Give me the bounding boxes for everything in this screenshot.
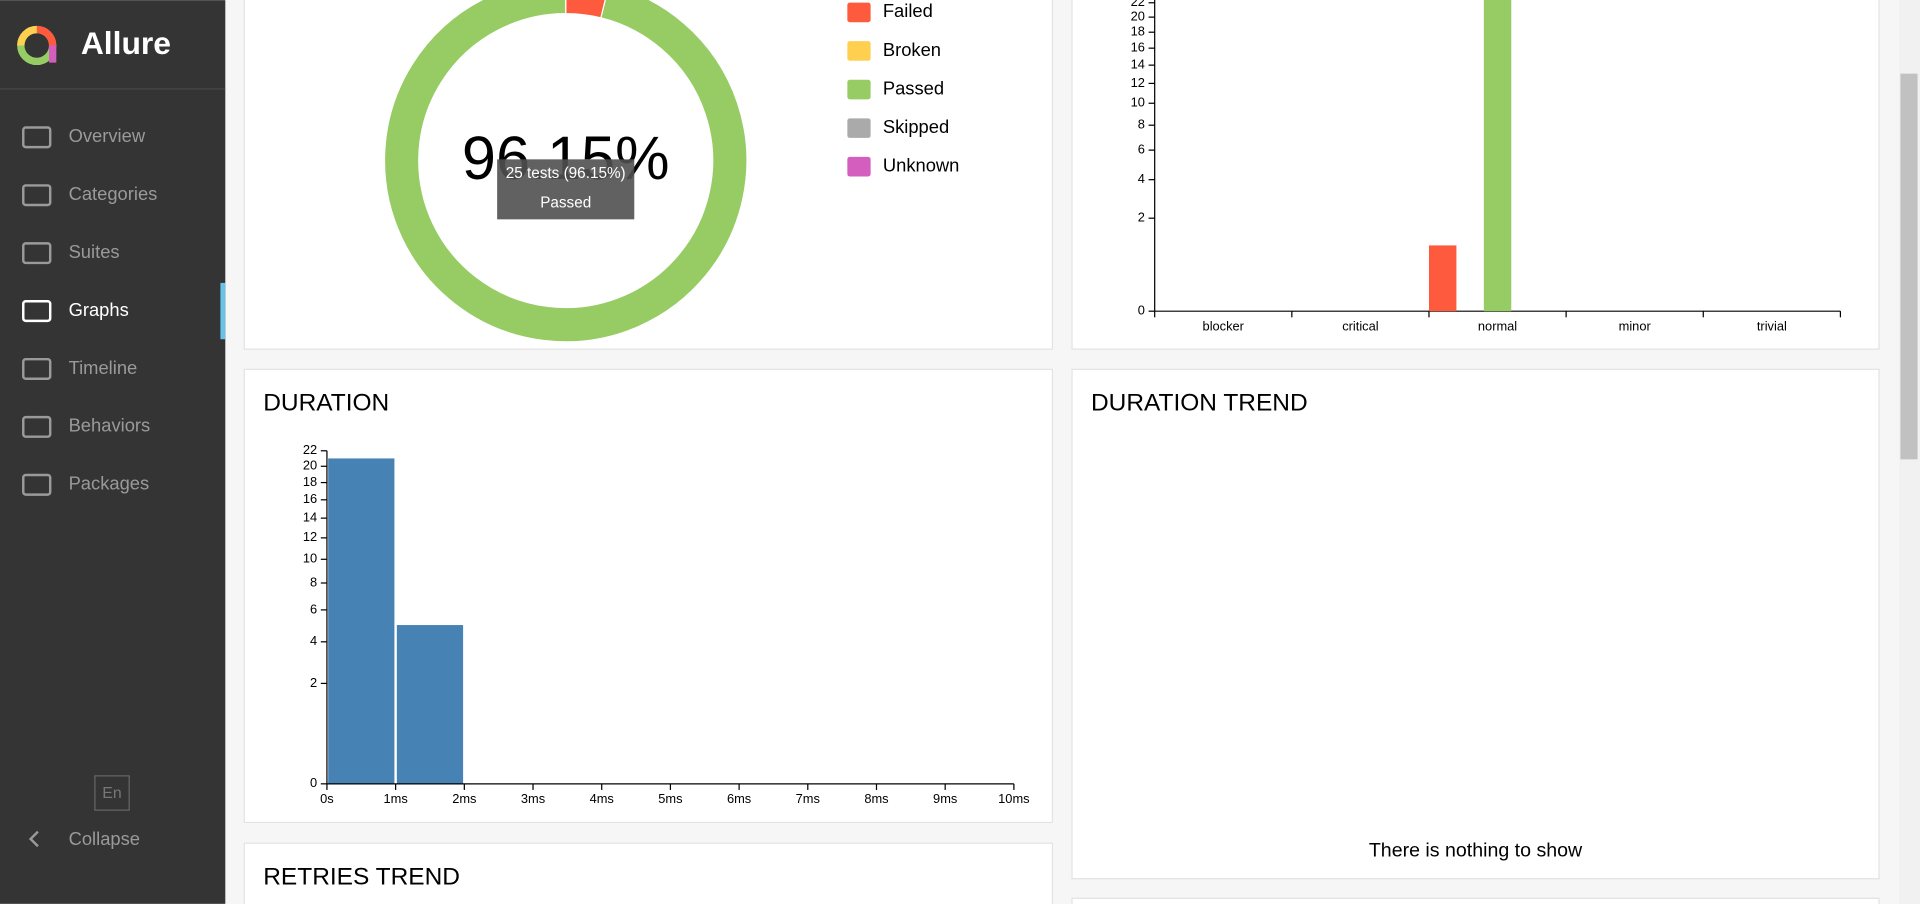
collapse[interactable]: Collapse: [69, 828, 140, 849]
nav-icon[interactable]: [22, 415, 52, 438]
tooltip-text: 25 tests (96.15%): [506, 165, 626, 182]
x-tick-label: trivial: [1757, 318, 1787, 333]
bar[interactable]: [1483, 0, 1512, 312]
nav-item[interactable]: Categories: [69, 183, 158, 204]
severity-panel: [1071, 0, 1880, 350]
nav-item[interactable]: Timeline: [69, 357, 138, 378]
y-tick-label: 0: [1138, 303, 1145, 318]
logo-ring: [36, 25, 57, 46]
nav-icon[interactable]: [22, 242, 52, 265]
x-tick-label: 4ms: [590, 791, 614, 806]
y-tick-label: 2: [1138, 210, 1145, 225]
x-tick-label: minor: [1619, 318, 1652, 333]
y-tick-label: 4: [310, 633, 317, 648]
histogram-bar[interactable]: [328, 458, 395, 784]
panel-title: DURATION: [263, 390, 389, 417]
x-tick-label: normal: [1478, 318, 1517, 333]
y-tick-label: 10: [1131, 95, 1145, 110]
x-tick-label: 3ms: [521, 791, 545, 806]
y-tick-label: 20: [303, 458, 317, 473]
x-tick-label: blocker: [1203, 318, 1245, 333]
legend-swatch[interactable]: [847, 79, 871, 100]
tooltip-label: Passed: [540, 194, 591, 211]
nav-item[interactable]: Overview: [69, 125, 146, 146]
logo-bar: [48, 45, 57, 63]
sidebar: [0, 0, 226, 904]
x-tick-label: critical: [1342, 318, 1378, 333]
legend-label[interactable]: Broken: [883, 39, 941, 60]
y-tick-label: 14: [1131, 57, 1145, 72]
legend-label[interactable]: Passed: [883, 77, 944, 98]
y-tick-label: 16: [1131, 40, 1145, 55]
brand: Allure: [81, 25, 171, 61]
logo-ring: [17, 25, 38, 46]
language[interactable]: En: [102, 785, 121, 802]
nav-icon[interactable]: [22, 300, 52, 323]
tooltip: [497, 159, 635, 220]
x-tick-label: 6ms: [727, 791, 751, 806]
active-indicator: [220, 282, 226, 340]
y-tick-label: 8: [1138, 117, 1145, 132]
histogram-bar[interactable]: [396, 625, 464, 784]
empty-message: There is nothing to show: [1369, 839, 1583, 861]
nav: Overview Categories Suites Graphs Timeline Be…: [22, 125, 226, 496]
legend-swatch[interactable]: [847, 156, 871, 177]
nav-item[interactable]: Packages: [69, 473, 150, 494]
nav-item[interactable]: Suites: [69, 241, 120, 262]
x-tick-label: 10ms: [998, 791, 1029, 806]
scrollbar-thumb[interactable]: [1900, 73, 1918, 460]
logo: [17, 25, 57, 66]
panel-title: DURATION TREND: [1091, 390, 1308, 417]
y-tick-label: 16: [303, 491, 317, 506]
bar[interactable]: [1428, 245, 1457, 312]
y-tick-label: 22: [303, 442, 317, 457]
legend-label[interactable]: Unknown: [883, 155, 960, 176]
x-tick-label: 0s: [320, 791, 334, 806]
y-tick-label: 22: [1131, 0, 1145, 9]
nav-icon[interactable]: [22, 184, 52, 207]
legend-swatch[interactable]: [847, 41, 871, 61]
x-tick-label: 8ms: [864, 791, 888, 806]
nav-icon[interactable]: [22, 473, 52, 496]
y-tick-label: 6: [310, 601, 317, 616]
next-panel: [1071, 897, 1880, 904]
nav-icon[interactable]: [22, 126, 52, 149]
y-tick-label: 12: [303, 529, 317, 544]
y-tick-label: 10: [303, 551, 317, 566]
duration-trend-panel: [1071, 368, 1880, 880]
pie-slice[interactable]: [383, 0, 748, 343]
x-tick-label: 2ms: [452, 791, 476, 806]
y-tick-label: 8: [310, 574, 317, 589]
y-tick-label: 18: [303, 474, 317, 489]
nav-item[interactable]: Behaviors: [69, 415, 151, 436]
charts: FailedBrokenPassedSkippedUnknown96.15%25…: [303, 0, 1842, 806]
x-tick-label: 7ms: [796, 791, 820, 806]
y-tick-label: 6: [1138, 142, 1145, 157]
y-tick-label: 12: [1131, 75, 1145, 90]
y-tick-label: 0: [310, 775, 317, 790]
nav-item[interactable]: Graphs: [69, 299, 129, 320]
y-tick-label: 18: [1131, 24, 1145, 39]
legend-swatch[interactable]: [847, 2, 871, 23]
x-tick-label: 9ms: [933, 791, 957, 806]
legend-label[interactable]: Failed: [883, 0, 933, 21]
retries-trend-panel: [243, 842, 1054, 904]
legend-swatch[interactable]: [847, 118, 871, 138]
x-tick-label: 5ms: [658, 791, 682, 806]
collapse-icon[interactable]: [28, 830, 39, 848]
y-tick-label: 2: [310, 675, 317, 690]
y-tick-label: 20: [1131, 9, 1145, 24]
y-tick-label: 14: [303, 510, 317, 525]
language-button[interactable]: [94, 775, 130, 811]
panel-title: RETRIES TREND: [263, 864, 460, 891]
y-tick-label: 4: [1138, 171, 1145, 186]
x-tick-label: 1ms: [383, 791, 407, 806]
nav-icon[interactable]: [22, 357, 52, 381]
legend-label[interactable]: Skipped: [883, 116, 949, 137]
